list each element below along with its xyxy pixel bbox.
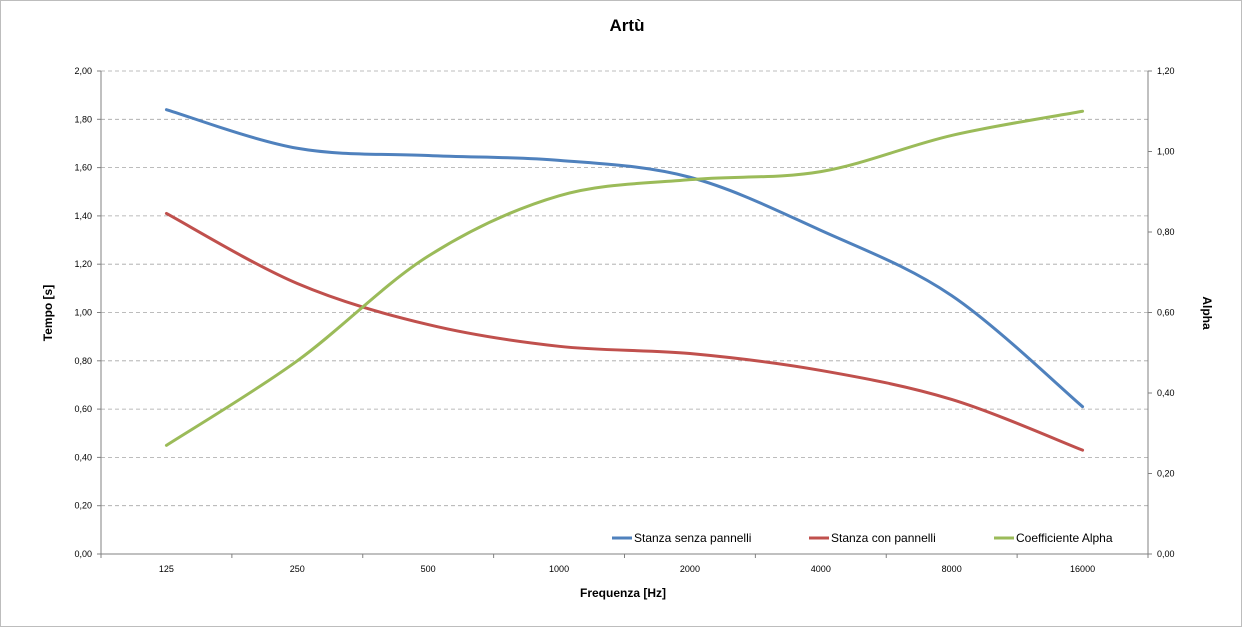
x-tick-label: 1000 — [549, 564, 569, 574]
x-axis-title: Frequenza [Hz] — [580, 586, 666, 600]
legend-label: Coefficiente Alpha — [1016, 531, 1113, 545]
y-tick-label: 0,60 — [74, 404, 92, 414]
y-tick-labels: 0,00 0,20 0,40 0,60 0,80 1,00 1,20 1,40 1,60 1,80… — [74, 66, 101, 559]
y-tick-label: 1,80 — [74, 114, 92, 124]
y-tick-label: 0,00 — [74, 549, 92, 559]
legend-label: Stanza senza pannelli — [634, 531, 751, 545]
y-tick-label: 1,20 — [74, 259, 92, 269]
series-lines — [164, 108, 1085, 452]
y-tick-label: 0,40 — [74, 452, 92, 462]
y-tick-label: 1,40 — [74, 211, 92, 221]
legend: Stanza senza pannelli Stanza con pannelli… — [612, 531, 1113, 545]
x-tick-label: 250 — [290, 564, 305, 574]
x-tick-label: 125 — [159, 564, 174, 574]
x-tick-label: 500 — [421, 564, 436, 574]
y-tick-label: 1,60 — [74, 163, 92, 173]
y2-tick-label: 1,20 — [1157, 66, 1175, 76]
y2-tick-labels: 0,00 0,20 0,40 0,60 0,80 1,00 1,20 — [1148, 66, 1175, 559]
y2-tick-label: 0,00 — [1157, 549, 1175, 559]
series-line-3 — [164, 109, 1085, 447]
x-tick-label: 2000 — [680, 564, 700, 574]
x-tick-label: 8000 — [942, 564, 962, 574]
y2-axis-title: Alpha — [1200, 296, 1214, 330]
y2-tick-label: 0,20 — [1157, 469, 1175, 479]
x-tick-label: 16000 — [1070, 564, 1095, 574]
y2-tick-label: 1,00 — [1157, 147, 1175, 157]
legend-label: Stanza con pannelli — [831, 531, 936, 545]
series-line-2 — [164, 211, 1085, 452]
y-tick-label: 1,00 — [74, 308, 92, 318]
y2-tick-label: 0,60 — [1157, 308, 1175, 318]
y-tick-label: 0,20 — [74, 501, 92, 511]
y2-tick-label: 0,80 — [1157, 227, 1175, 237]
x-tick-label: 4000 — [811, 564, 831, 574]
x-tick-labels: 125 250 500 1000 2000 4000 8000 16000 — [100, 554, 1149, 574]
y-tick-label: 2,00 — [74, 66, 92, 76]
series-line-1 — [164, 108, 1085, 409]
y2-tick-label: 0,40 — [1157, 388, 1175, 398]
y-tick-label: 0,80 — [74, 356, 92, 366]
y-axis-title: Tempo [s] — [41, 285, 55, 341]
gridlines — [101, 70, 1148, 507]
chart-title: Artù — [610, 16, 645, 35]
